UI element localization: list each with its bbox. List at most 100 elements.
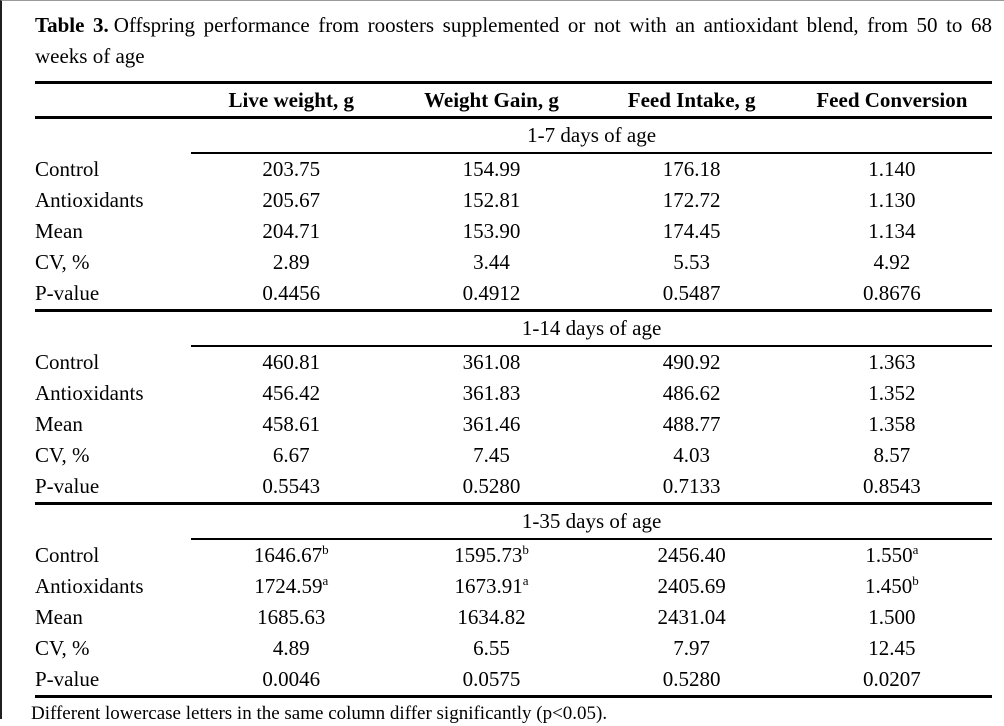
table-row: P-value 0.0046 0.0575 0.5280 0.0207 <box>35 664 992 698</box>
significance-superscript: b <box>522 542 529 557</box>
value-cell: 205.67 <box>191 185 391 216</box>
age-section-header: 1-14 days of age <box>191 310 992 347</box>
table-caption: Table 3. Offspring performance from roost… <box>35 10 992 72</box>
age-section-header-row: 1-35 days of age <box>35 503 992 540</box>
cell-value: 1.358 <box>868 412 916 436</box>
cell-value: 0.0046 <box>262 667 321 691</box>
significance-superscript: b <box>322 542 329 557</box>
cell-value: 1724.59 <box>254 574 323 598</box>
row-label: Mean <box>35 219 83 243</box>
value-cell: 4.03 <box>592 440 792 471</box>
table-row: Control 203.75 154.99 176.18 1.140 <box>35 153 992 185</box>
value-cell: 458.61 <box>191 409 391 440</box>
cell-value: 5.53 <box>673 250 711 274</box>
value-cell: 456.42 <box>191 378 391 409</box>
cell-value: 1.134 <box>868 219 916 243</box>
cell-value: 7.97 <box>673 636 711 660</box>
value-cell: 0.5543 <box>191 471 392 505</box>
cell-value: 2.89 <box>272 250 310 274</box>
table-row: CV, % 6.67 7.45 4.03 8.57 <box>35 440 992 471</box>
value-cell: 1.140 <box>792 153 992 185</box>
cell-value: 1595.73 <box>454 543 523 567</box>
value-cell: 4.92 <box>792 247 992 278</box>
cell-value: 3.44 <box>473 250 510 274</box>
value-cell: 486.62 <box>592 378 792 409</box>
table-row: Control 460.81 361.08 490.92 1.363 <box>35 346 992 378</box>
table-row: Control 1646.67b 1595.73b 2456.40 1.550a <box>35 539 992 571</box>
cell-value: 1634.82 <box>457 605 526 629</box>
cell-value: 488.77 <box>662 412 721 436</box>
value-cell: 490.92 <box>592 346 792 378</box>
row-label: CV, % <box>35 636 90 660</box>
cell-value: 2405.69 <box>657 574 726 598</box>
cell-value: 486.62 <box>662 381 721 405</box>
cell-value: 0.4912 <box>462 281 521 305</box>
value-cell: 0.5280 <box>591 664 792 698</box>
value-cell: 203.75 <box>191 153 391 185</box>
value-cell: 5.53 <box>592 247 792 278</box>
table-row: CV, % 2.89 3.44 5.53 4.92 <box>35 247 992 278</box>
significance-superscript: a <box>522 573 529 588</box>
value-cell: 3.44 <box>391 247 591 278</box>
column-header-row: Live weight, g Weight Gain, g Feed Intak… <box>35 81 992 119</box>
row-label: CV, % <box>35 443 90 467</box>
value-cell: 1.550a <box>792 539 992 571</box>
cell-value: 152.81 <box>462 188 521 212</box>
value-cell: 1.450b <box>792 571 992 602</box>
value-cell: 1724.59a <box>191 571 391 602</box>
value-cell: 1673.91a <box>391 571 591 602</box>
row-label: Antioxidants <box>35 381 144 405</box>
value-cell: 0.5280 <box>391 471 592 505</box>
value-cell: 153.90 <box>391 216 591 247</box>
cell-value: 1.352 <box>868 381 916 405</box>
value-cell: 361.46 <box>391 409 591 440</box>
cell-value: 4.92 <box>873 250 911 274</box>
table-row: Antioxidants 456.42 361.83 486.62 1.352 <box>35 378 992 409</box>
cell-value: 153.90 <box>462 219 521 243</box>
cell-value: 0.4456 <box>262 281 321 305</box>
cell-value: 0.0575 <box>462 667 521 691</box>
age-section-header-row: 1-7 days of age <box>35 117 992 154</box>
table-caption-text: Offspring performance from roosters supp… <box>35 13 992 68</box>
cell-value: 361.46 <box>462 412 521 436</box>
cell-value: 7.45 <box>473 443 510 467</box>
cell-value: 1.550 <box>865 543 913 567</box>
value-cell: 0.5487 <box>591 278 792 312</box>
value-cell: 1.363 <box>792 346 992 378</box>
cell-value: 0.7133 <box>662 474 721 498</box>
table-row: P-value 0.4456 0.4912 0.5487 0.8676 <box>35 278 992 312</box>
cell-value: 0.8676 <box>863 281 921 305</box>
cell-value: 4.89 <box>272 636 310 660</box>
cell-value: 204.71 <box>262 219 321 243</box>
value-cell: 1.352 <box>792 378 992 409</box>
value-cell: 0.0046 <box>191 664 392 698</box>
value-cell: 1634.82 <box>391 602 591 633</box>
age-section-header-row: 1-14 days of age <box>35 310 992 347</box>
cell-value: 456.42 <box>262 381 321 405</box>
cell-value: 460.81 <box>262 350 321 374</box>
cell-value: 172.72 <box>662 188 721 212</box>
row-label: Control <box>35 542 100 567</box>
cell-value: 6.55 <box>473 636 510 660</box>
value-cell: 2.89 <box>191 247 391 278</box>
cell-value: 4.03 <box>673 443 711 467</box>
section-header-spacer <box>35 118 191 154</box>
value-cell: 1685.63 <box>191 602 391 633</box>
row-label: Antioxidants <box>35 574 144 598</box>
cell-value: 361.83 <box>462 381 521 405</box>
table-row: CV, % 4.89 6.55 7.97 12.45 <box>35 633 992 664</box>
row-label: Mean <box>35 412 83 436</box>
cell-value: 8.57 <box>873 443 911 467</box>
cell-value: 1.130 <box>868 188 916 212</box>
row-label: CV, % <box>35 250 90 274</box>
age-section-header: 1-7 days of age <box>191 117 992 154</box>
table-row: Mean 1685.63 1634.82 2431.04 1.500 <box>35 602 992 633</box>
cell-value: 6.67 <box>272 443 310 467</box>
table-row: Antioxidants 205.67 152.81 172.72 1.130 <box>35 185 992 216</box>
value-cell: 1646.67b <box>191 539 391 571</box>
value-cell: 1.130 <box>792 185 992 216</box>
table-row: Antioxidants 1724.59a 1673.91a 2405.69 1.450… <box>35 571 992 602</box>
significance-superscript: b <box>912 573 919 588</box>
significance-superscript: a <box>912 542 919 557</box>
